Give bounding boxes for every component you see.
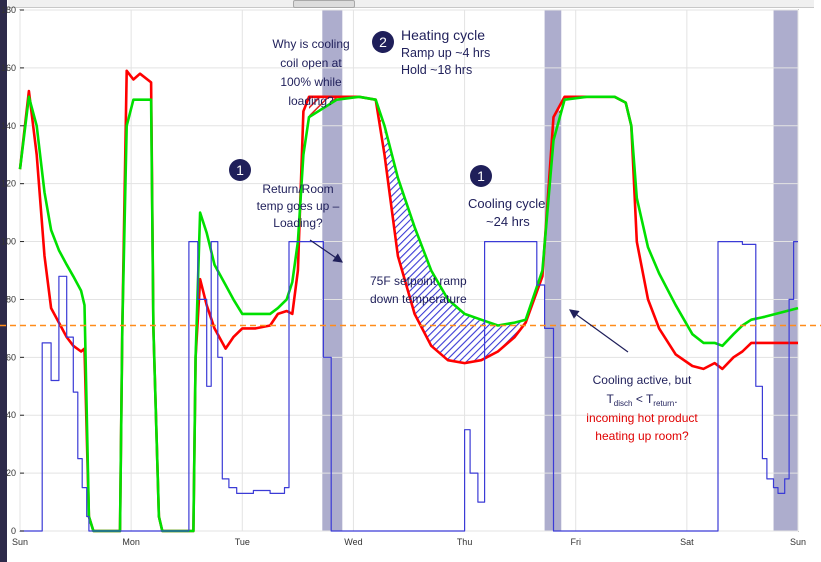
y-tick-label: 100 [1,237,16,247]
arrow-cooling-active [569,309,629,353]
annotation-badge [470,165,492,187]
shaded-band-1 [544,10,562,531]
shaded-band-2 [773,10,798,531]
annotation-badge-number: 1 [477,168,485,184]
annotation-why-cooling-line: 100% while [280,75,342,89]
x-tick-label: Thu [457,537,473,547]
y-tick-label: 140 [1,121,16,131]
cooling-hatch-thu [384,125,526,363]
y-tick-label: 60 [6,352,16,362]
x-tick-label: Sat [680,537,694,547]
y-tick-label: 120 [1,179,16,189]
annotation-hot-product-line: incoming hot product [586,411,698,425]
annotation-cooling-active-line: Cooling active, but [593,373,692,387]
y-tick-label: 0 [11,526,16,536]
heating-hatch-wed [309,96,382,135]
annotation-return-room-line: Loading? [273,216,323,230]
annotation-why-cooling-line: coil open at [280,56,342,70]
annotation-setpoint-ramp-line: 75F setpoint ramp [370,274,467,288]
series-line-2 [20,241,798,532]
x-tick-label: Tue [235,537,250,547]
horizontal-scrollbar[interactable] [8,0,814,8]
x-tick-label: Mon [122,537,140,547]
annotation-return-room-line: temp goes up – [257,199,340,213]
y-tick-label: 160 [1,63,16,73]
annotation-heating-cycle-line: Ramp up ~4 hrs [401,46,490,60]
y-tick-label: 40 [6,410,16,420]
axis-ticks: 0 20 40 60 80 100 120 140 160 180 Sun Mon Tue Wed Thu F… [1,5,806,547]
scrollbar-thumb[interactable] [293,0,355,8]
annotation-badge-number: 2 [379,34,387,50]
annotation-heating-cycle-line: Heating cycle [401,27,485,43]
x-tick-label: Wed [344,537,362,547]
y-tick-label: 80 [6,294,16,304]
x-tick-label: Sun [12,537,28,547]
annotation-badge [229,159,251,181]
annotation-heating-room-line: heating up room? [595,429,689,443]
annotation-badge [372,31,394,53]
window-left-edge [0,0,7,562]
shaded-band-0 [322,10,343,531]
arrow-loading [309,239,343,263]
annotation-why-cooling-line: loading? [288,94,334,108]
annotation-why-cooling-line: Why is cooling [272,37,349,51]
y-tick-label: 20 [6,468,16,478]
annotation-heating-cycle-line: Hold ~18 hrs [401,63,472,77]
annotation-cooling-cycle-line: ~24 hrs [486,214,530,229]
x-tick-label: Sun [790,537,806,547]
annotation-return-room-line: Return/Room [262,182,333,196]
series-lines [18,69,799,533]
annotation-tdisch-line: Tdisch < Treturn. [606,392,677,408]
annotation-badge-number: 1 [236,162,244,178]
annotation-cooling-cycle-line: Cooling cycle [468,196,545,211]
x-tick-label: Fri [570,537,581,547]
annotation-setpoint-ramp-line: down temperature [370,292,467,306]
y-tick-label: 180 [1,5,16,15]
annotations: 1 2 1 Return/Room temp goes up – Loading? Why … [229,27,698,443]
